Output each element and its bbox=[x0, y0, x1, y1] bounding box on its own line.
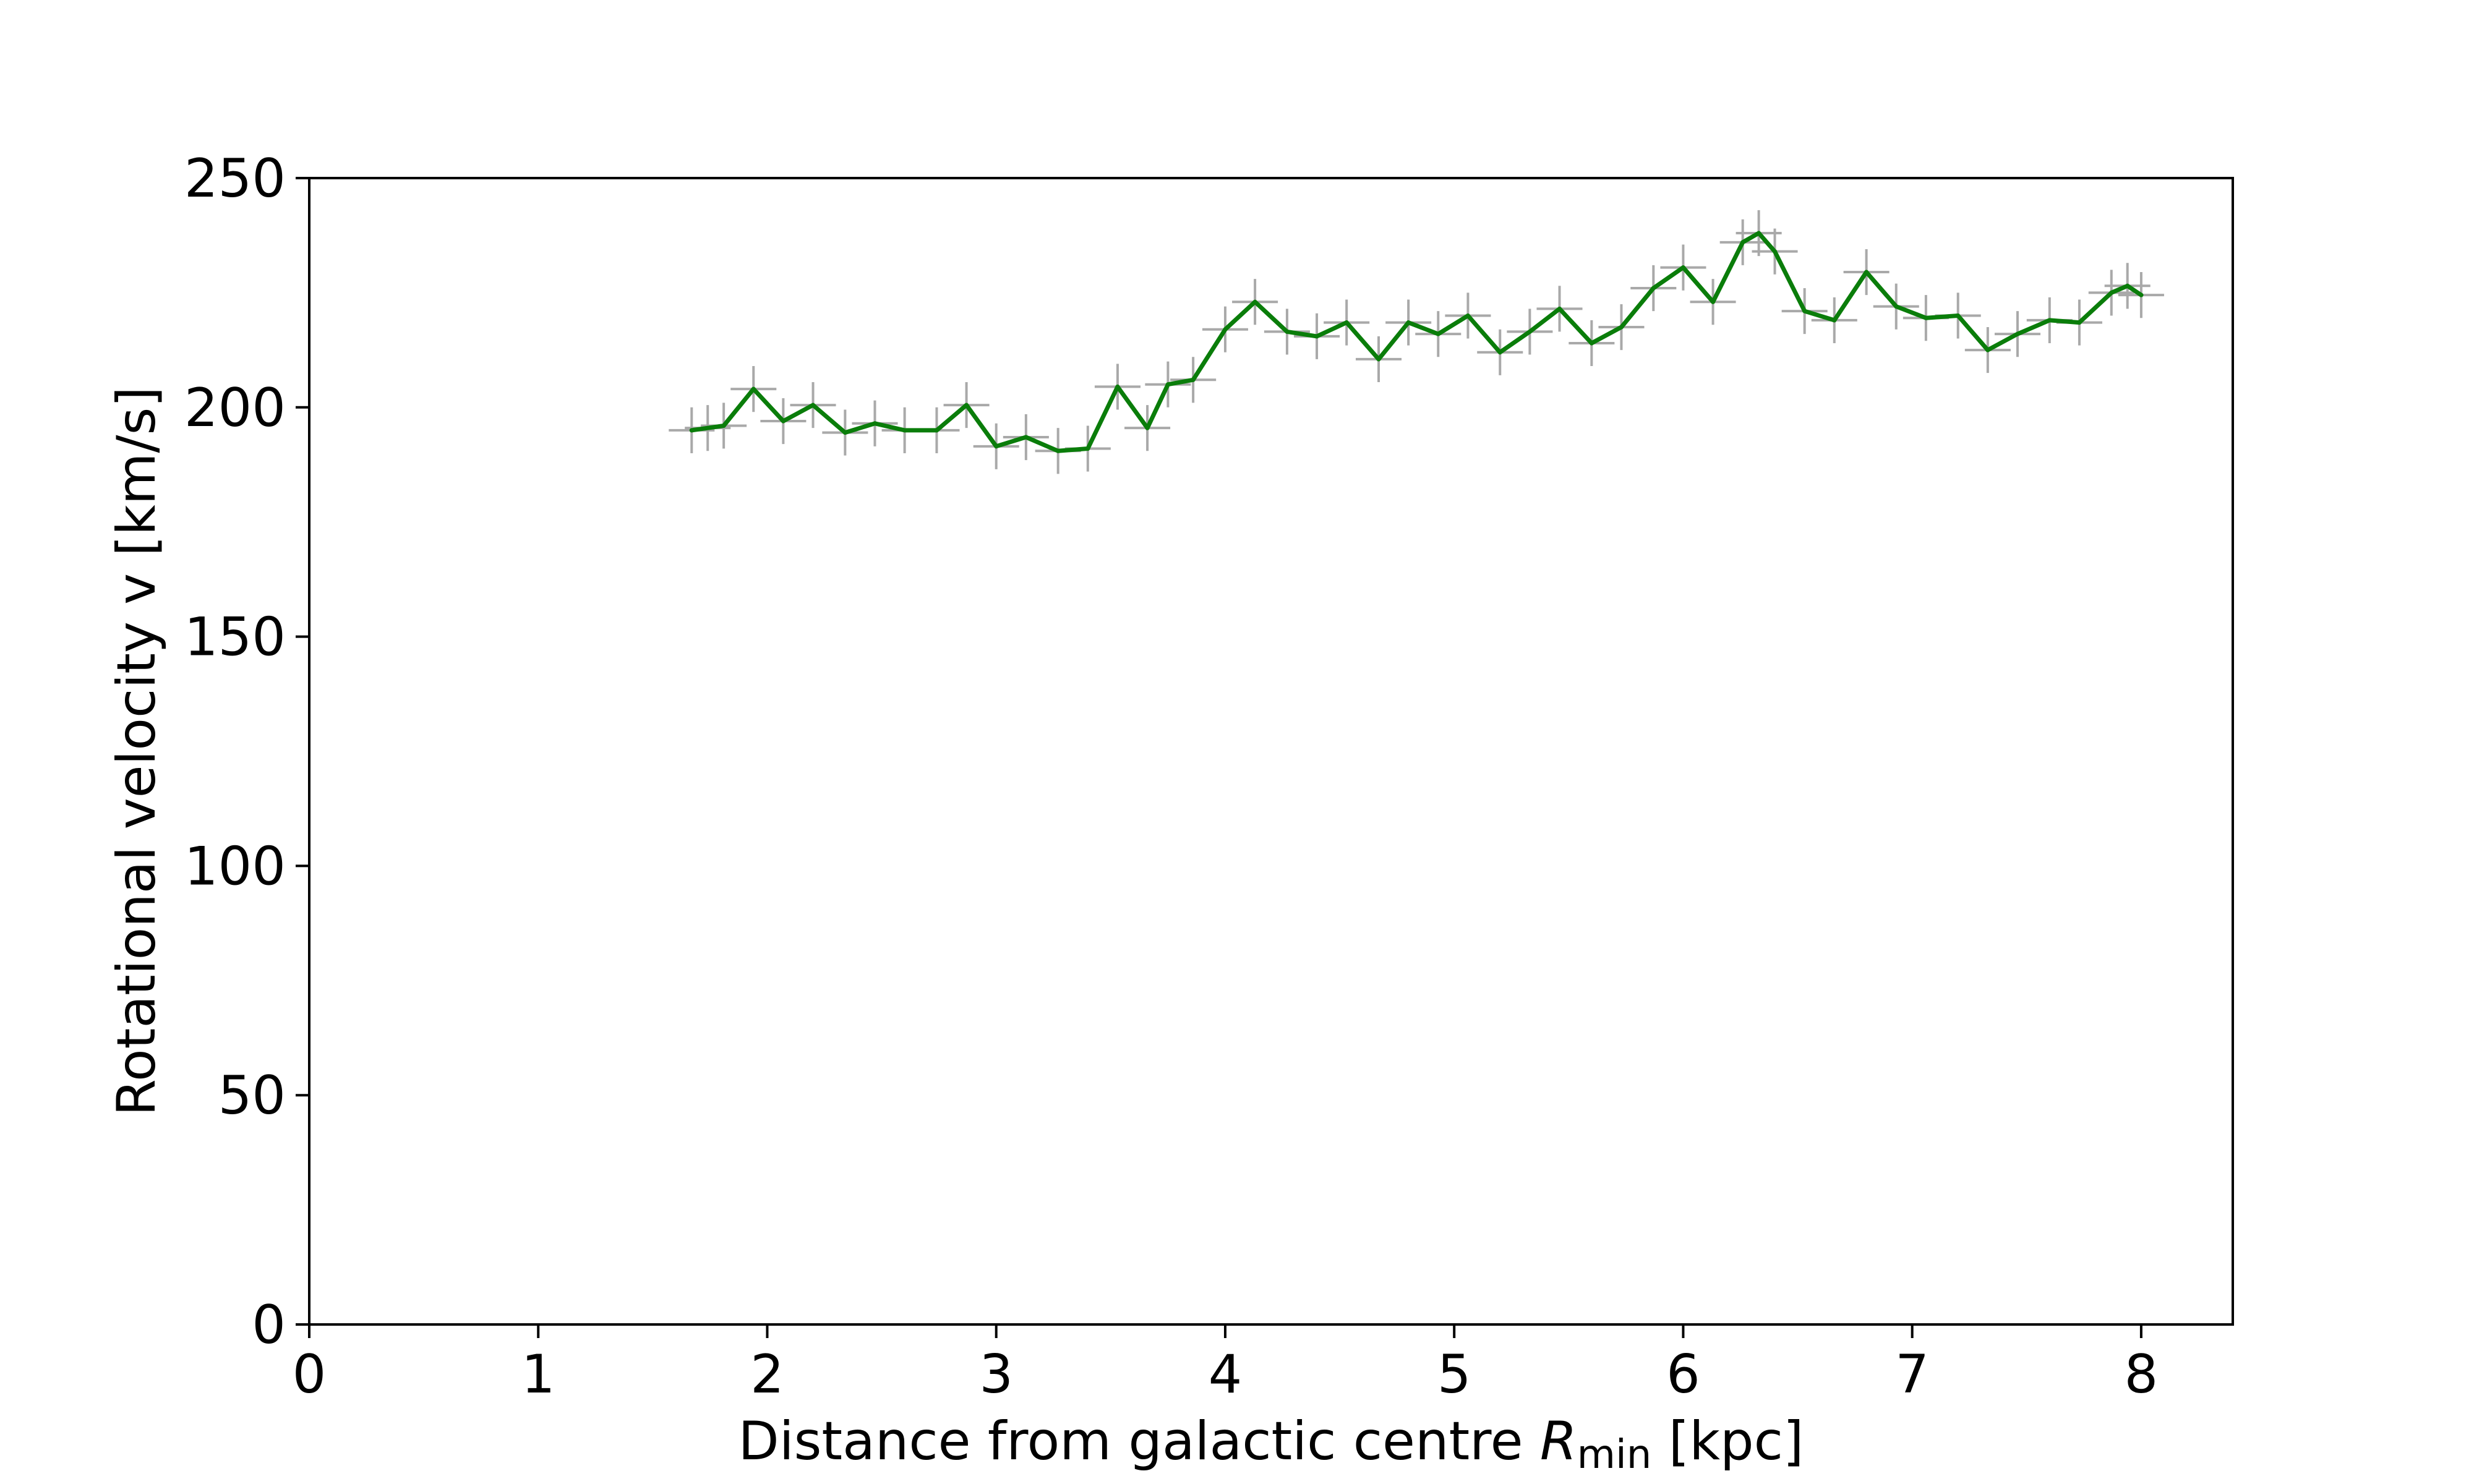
x-tick-label: 6 bbox=[1666, 1344, 1700, 1405]
data-point bbox=[1285, 329, 1290, 334]
data-point bbox=[1223, 327, 1228, 332]
data-point bbox=[1619, 325, 1624, 330]
data-point bbox=[1985, 348, 1990, 352]
x-axis-label-main: Distance from galactic centre bbox=[738, 1410, 1540, 1472]
data-point bbox=[1085, 446, 1090, 451]
data-point bbox=[2077, 320, 2082, 325]
y-tick-label: 50 bbox=[218, 1065, 286, 1127]
data-point bbox=[1165, 382, 1170, 387]
data-point bbox=[781, 419, 785, 424]
y-tick-label: 0 bbox=[252, 1294, 286, 1356]
data-point bbox=[751, 386, 756, 391]
data-point bbox=[2139, 292, 2144, 297]
data-point bbox=[1711, 299, 1716, 304]
data-point bbox=[1344, 320, 1349, 325]
x-axis-label-symbol: R bbox=[1540, 1410, 1577, 1472]
data-point bbox=[721, 423, 726, 428]
data-point bbox=[1056, 448, 1061, 453]
data-point bbox=[1832, 318, 1837, 323]
plot-frame bbox=[308, 177, 2234, 1326]
data-point bbox=[1376, 357, 1381, 362]
data-point bbox=[1191, 377, 1196, 382]
data-point bbox=[994, 444, 999, 449]
x-tick-label: 8 bbox=[2125, 1344, 2159, 1405]
y-tick-label: 250 bbox=[184, 148, 286, 210]
y-tick-label: 200 bbox=[184, 377, 286, 439]
y-tick-label: 100 bbox=[184, 835, 286, 897]
data-point bbox=[964, 403, 969, 407]
x-tick-label: 4 bbox=[1209, 1344, 1243, 1405]
data-point bbox=[1436, 331, 1440, 336]
data-point bbox=[872, 421, 877, 426]
x-tick-label: 3 bbox=[979, 1344, 1013, 1405]
data-point bbox=[1894, 304, 1899, 309]
rotation-curve-line bbox=[689, 231, 2144, 453]
data-point bbox=[1527, 329, 1532, 334]
x-tick-label: 5 bbox=[1437, 1344, 1471, 1405]
data-point bbox=[1314, 334, 1319, 339]
data-point bbox=[1740, 240, 1745, 245]
data-point bbox=[1465, 313, 1470, 318]
x-tick-label: 0 bbox=[293, 1344, 327, 1405]
data-point bbox=[1406, 320, 1411, 325]
data-point bbox=[2015, 331, 2020, 336]
data-point bbox=[1651, 286, 1656, 291]
data-line bbox=[689, 231, 2144, 453]
data-point bbox=[1802, 309, 1807, 313]
data-point bbox=[1497, 350, 1502, 355]
x-axis-label: Distance from galactic centre Rmin [kpc] bbox=[738, 1410, 1804, 1478]
data-point bbox=[2125, 283, 2130, 288]
y-axis-label: Rotational velocity v [km/s] bbox=[106, 386, 168, 1116]
x-tick-label: 2 bbox=[750, 1344, 784, 1405]
x-axis-label-unit: [kpc] bbox=[1651, 1410, 1804, 1472]
data-point bbox=[705, 425, 710, 430]
y-tick-label: 150 bbox=[184, 607, 286, 668]
x-axis-label-subscript: min bbox=[1577, 1432, 1652, 1478]
data-point bbox=[1252, 299, 1257, 304]
data-point bbox=[934, 428, 939, 433]
data-point bbox=[1680, 265, 1685, 270]
data-point bbox=[1589, 341, 1594, 346]
data-point bbox=[2047, 318, 2052, 323]
data-point bbox=[1924, 315, 1928, 320]
data-point bbox=[842, 430, 847, 435]
plot-area bbox=[309, 178, 2233, 1324]
data-point bbox=[811, 403, 816, 407]
data-point bbox=[902, 428, 907, 433]
x-axis-ticks: 0 1 2 3 4 5 6 7 8 bbox=[293, 1324, 2159, 1405]
data-point bbox=[1773, 249, 1778, 254]
data-point bbox=[1024, 435, 1029, 440]
x-tick-label: 1 bbox=[521, 1344, 555, 1405]
data-point bbox=[1145, 425, 1150, 430]
y-axis-ticks: 0 50 100 150 200 250 bbox=[184, 148, 309, 1356]
data-point bbox=[1956, 313, 1961, 318]
data-point bbox=[689, 428, 694, 433]
data-point bbox=[1864, 270, 1869, 275]
data-point bbox=[1557, 306, 1562, 311]
data-point bbox=[1757, 231, 1761, 236]
x-tick-label: 7 bbox=[1895, 1344, 1929, 1405]
data-point bbox=[2109, 290, 2114, 295]
data-point bbox=[1115, 384, 1120, 389]
